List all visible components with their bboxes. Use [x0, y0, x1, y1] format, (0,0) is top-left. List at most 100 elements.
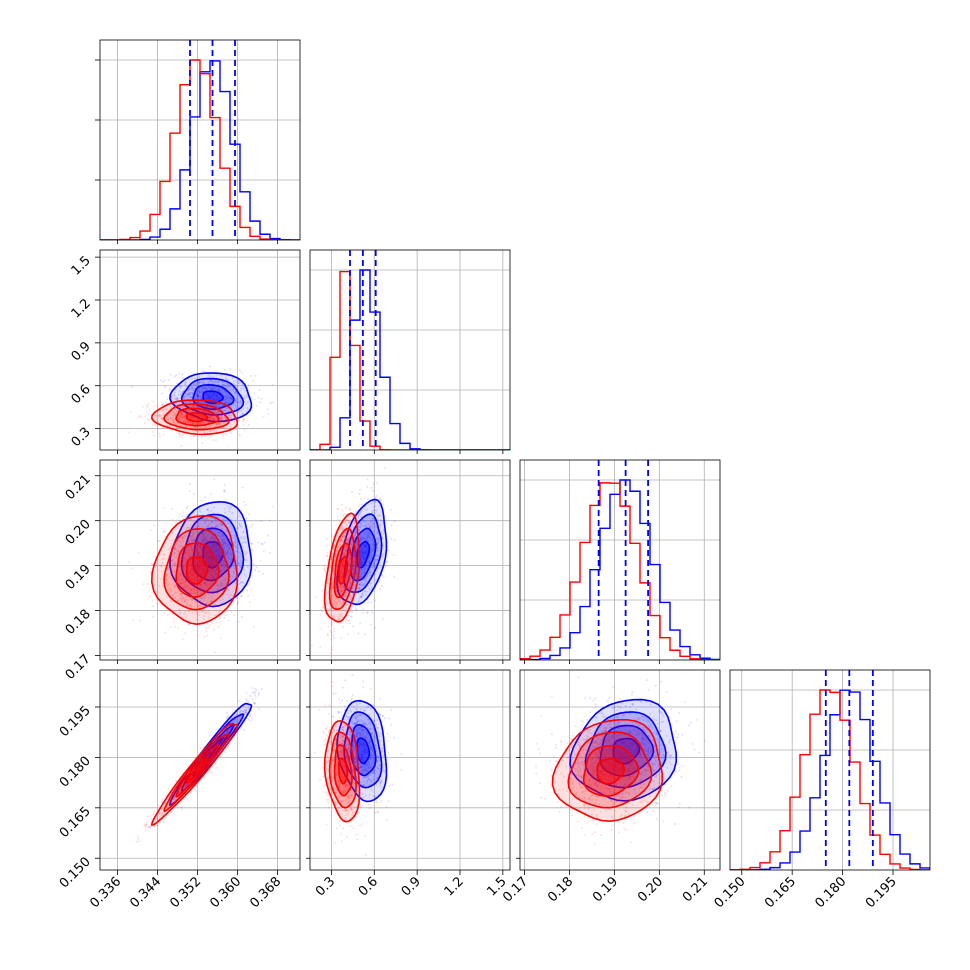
sample-point	[373, 512, 376, 515]
sample-point	[202, 531, 205, 534]
sample-point	[364, 576, 367, 579]
sample-point	[343, 539, 346, 542]
sample-point	[205, 540, 208, 543]
sample-point	[339, 614, 342, 617]
sample-point	[362, 550, 365, 553]
sample-point	[206, 406, 209, 409]
sample-point	[230, 420, 233, 423]
sample-point	[331, 587, 334, 590]
sample-point	[332, 545, 335, 548]
sample-point	[244, 553, 247, 556]
histogram-blue-param3	[520, 479, 720, 660]
sample-point	[194, 410, 197, 413]
sample-point	[379, 497, 382, 500]
sample-point	[196, 568, 199, 571]
sample-point	[359, 522, 362, 525]
sample-point	[147, 413, 150, 416]
sample-point	[364, 539, 367, 542]
sample-point	[192, 492, 195, 495]
sample-point	[332, 583, 335, 586]
sample-point	[208, 394, 211, 397]
sample-point	[384, 565, 387, 568]
sample-point	[221, 575, 224, 578]
sample-point	[346, 538, 349, 541]
sample-point	[336, 565, 339, 568]
sample-point	[367, 523, 370, 526]
sample-point	[339, 587, 342, 590]
sample-point	[331, 620, 334, 623]
sample-point	[360, 594, 363, 597]
sample-point	[271, 401, 274, 404]
sample-point	[192, 540, 195, 543]
sample-point	[253, 392, 256, 395]
sample-point	[217, 397, 220, 400]
sample-point	[202, 381, 205, 384]
sample-point	[169, 559, 172, 562]
sample-point	[365, 531, 368, 534]
sample-point	[224, 578, 227, 581]
sample-point	[365, 580, 368, 583]
sample-point	[187, 562, 190, 565]
sample-point	[239, 553, 242, 556]
sample-point	[199, 560, 202, 563]
sample-point	[344, 595, 347, 598]
sample-point	[174, 563, 177, 566]
sample-point	[327, 582, 330, 585]
sample-point	[336, 589, 339, 592]
sample-point	[254, 374, 257, 377]
sample-point	[340, 527, 343, 530]
sample-point	[211, 375, 214, 378]
sample-point	[185, 599, 188, 602]
sample-point	[178, 790, 181, 793]
sample-point	[211, 568, 214, 571]
sample-point	[212, 381, 215, 384]
sample-point	[219, 755, 222, 758]
contour-red	[175, 407, 220, 427]
sample-point	[245, 707, 248, 710]
sample-point	[179, 592, 182, 595]
sample-point	[191, 387, 194, 390]
sample-point	[184, 381, 187, 384]
sample-point	[358, 583, 361, 586]
sample-point	[222, 410, 225, 413]
sample-point	[341, 561, 344, 564]
sample-point	[173, 394, 176, 397]
histogram-blue-param1	[100, 60, 300, 240]
contour-red	[333, 542, 353, 599]
sample-point	[229, 405, 232, 408]
sample-point	[217, 531, 220, 534]
sample-point	[199, 573, 202, 576]
sample-point	[220, 418, 223, 421]
sample-point	[208, 597, 211, 600]
sample-point	[208, 386, 211, 389]
sample-point	[338, 518, 341, 521]
sample-point	[204, 416, 207, 419]
sample-point	[128, 560, 131, 563]
sample-point	[181, 540, 184, 543]
sample-point	[239, 565, 242, 568]
sample-point	[204, 570, 207, 573]
sample-point	[225, 400, 228, 403]
sample-point	[197, 395, 200, 398]
sample-point	[187, 526, 190, 529]
sample-point	[197, 545, 200, 548]
sample-point	[201, 436, 204, 439]
sample-point	[337, 583, 340, 586]
sample-point	[198, 406, 201, 409]
panel-frame-0-0	[99, 39, 301, 241]
sample-point	[331, 625, 334, 628]
sample-point	[201, 568, 204, 571]
sample-point	[340, 562, 343, 565]
sample-point	[244, 709, 247, 712]
sample-point	[376, 558, 379, 561]
sample-point	[185, 526, 188, 529]
sample-point	[236, 527, 239, 530]
sample-point	[194, 787, 197, 790]
sample-point	[187, 393, 190, 396]
sample-point	[179, 597, 182, 600]
sample-point	[212, 575, 215, 578]
sample-point	[226, 505, 229, 508]
sample-point	[236, 404, 239, 407]
sample-point	[247, 700, 250, 703]
sample-point	[237, 562, 240, 565]
